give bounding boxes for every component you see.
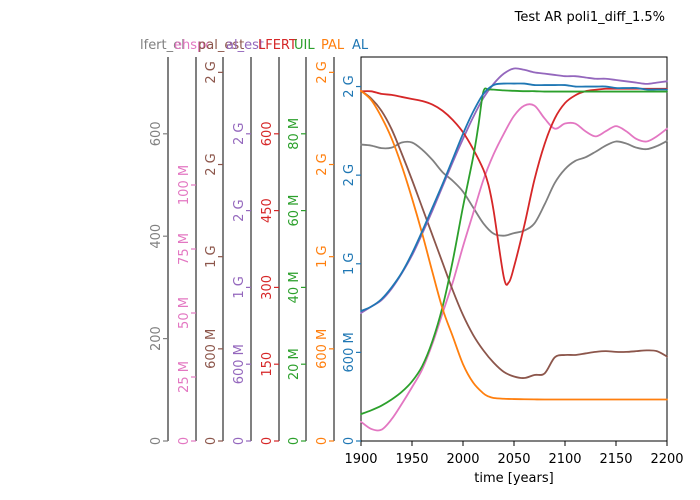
tick-label-al_est-2: 1 G — [232, 276, 247, 298]
tick-label-ehspc-4: 100 M — [177, 165, 192, 205]
tick-label-UIL-0: 0 — [287, 437, 302, 445]
series-line-AL — [360, 82, 668, 312]
tick-label-LFERT-0: 0 — [260, 437, 275, 445]
chart-title: Test AR poli1_diff_1.5% — [514, 10, 665, 25]
tick-label-AL-3: 2 G — [342, 164, 357, 186]
x-axis-label: time [years] — [474, 471, 553, 486]
series-line-LFERT — [360, 87, 668, 286]
tick-label-PAL-2: 1 G — [315, 245, 330, 267]
header-label-uil: UIL — [294, 38, 315, 53]
tick-label-lfert-3: 600 — [149, 121, 164, 146]
header-label-al: AL — [352, 38, 369, 53]
header-label-al-est: al_est — [226, 38, 264, 53]
x-tick-label-4: 2100 — [548, 452, 581, 467]
tick-label-lfert-1: 200 — [149, 326, 164, 351]
tick-label-UIL-2: 40 M — [287, 271, 302, 303]
header-label-pal-est: pal_est — [198, 38, 244, 53]
tick-label-PAL-0: 0 — [315, 437, 330, 445]
series-line-ehspc — [360, 103, 668, 432]
tick-label-lfert-0: 0 — [149, 437, 164, 445]
x-tick-label-1: 1950 — [395, 452, 428, 467]
tick-label-PAL-1: 600 M — [315, 329, 330, 369]
header-label-pal: PAL — [321, 38, 345, 53]
tick-label-UIL-4: 80 M — [287, 118, 302, 150]
tick-label-AL-1: 600 M — [342, 332, 357, 372]
tick-label-LFERT-2: 300 — [260, 275, 275, 300]
series-line-lfert — [360, 140, 668, 237]
tick-label-AL-2: 1 G — [342, 253, 357, 275]
tick-label-AL-0: 0 — [342, 437, 357, 445]
tick-label-ehspc-2: 50 M — [177, 297, 192, 329]
series-line-al_est — [360, 67, 668, 314]
tick-label-al_est-0: 0 — [232, 437, 247, 445]
tick-label-LFERT-4: 600 — [260, 121, 275, 146]
tick-label-al_est-3: 2 G — [232, 199, 247, 221]
series-line-pal_est — [360, 89, 668, 379]
header-label-lfert: lfert_el — [140, 38, 185, 53]
x-tick-label-3: 2050 — [497, 452, 530, 467]
tick-label-al_est-1: 600 M — [232, 344, 247, 384]
tick-label-al_est-4: 2 G — [232, 123, 247, 145]
tick-label-ehspc-1: 25 M — [177, 361, 192, 393]
tick-label-PAL-4: 2 G — [315, 61, 330, 83]
x-tick-label-2: 2000 — [446, 452, 479, 467]
tick-label-pal_est-2: 1 G — [204, 245, 219, 267]
tick-label-LFERT-3: 450 — [260, 198, 275, 223]
header-label-ehspc: ehspc — [174, 38, 212, 53]
series-line-UIL — [360, 87, 668, 416]
tick-label-UIL-3: 60 M — [287, 195, 302, 227]
tick-label-UIL-1: 20 M — [287, 348, 302, 380]
tick-label-PAL-3: 2 G — [315, 153, 330, 175]
tick-label-AL-4: 2 G — [342, 75, 357, 97]
tick-label-pal_est-4: 2 G — [204, 61, 219, 83]
series-line-PAL — [360, 89, 668, 401]
header-label-lfert-upper: LFERT — [258, 38, 297, 53]
tick-label-pal_est-3: 2 G — [204, 153, 219, 175]
tick-label-LFERT-1: 150 — [260, 352, 275, 377]
tick-label-ehspc-0: 0 — [177, 437, 192, 445]
tick-label-pal_est-1: 600 M — [204, 329, 219, 369]
tick-label-ehspc-3: 75 M — [177, 233, 192, 265]
x-tick-label-6: 2200 — [650, 452, 683, 467]
tick-label-pal_est-0: 0 — [204, 437, 219, 445]
x-tick-label-0: 1900 — [344, 452, 377, 467]
x-tick-label-5: 2150 — [599, 452, 632, 467]
tick-label-lfert-2: 400 — [149, 224, 164, 249]
